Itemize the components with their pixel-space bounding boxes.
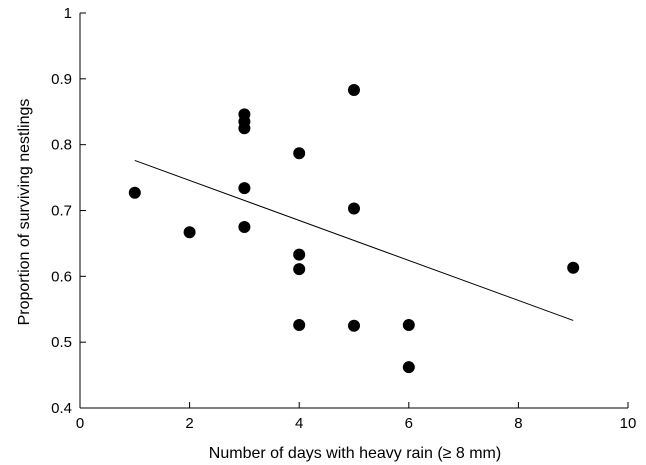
data-point [348, 202, 360, 215]
y-axis-title: Proportion of surviving nestlings [16, 99, 33, 326]
x-axis-title: Number of days with heavy rain (≥ 8 mm) [209, 445, 501, 462]
x-tick-label: 8 [514, 415, 522, 432]
x-tick-label: 10 [620, 415, 637, 432]
y-tick-label: 0.4 [51, 400, 72, 417]
data-point [238, 220, 251, 233]
data-point [567, 261, 580, 274]
data-points [128, 84, 580, 374]
trendline-layer [134, 159, 574, 321]
x-tick-label: 6 [405, 415, 413, 432]
data-point [402, 319, 415, 332]
data-point [128, 186, 141, 199]
trendline [134, 159, 574, 321]
data-point [293, 248, 306, 261]
data-point [402, 361, 415, 374]
y-tick-label: 0.5 [51, 334, 72, 351]
y-tick-label: 0.7 [51, 203, 72, 220]
data-point [238, 122, 251, 135]
data-point [293, 263, 306, 276]
y-tick-label: 0.8 [51, 137, 72, 154]
x-tick-label: 2 [185, 415, 193, 432]
x-tick-label: 4 [295, 415, 303, 432]
x-axis: 0 2 4 6 8 10 [76, 402, 637, 432]
data-point [293, 319, 306, 332]
data-point [348, 319, 360, 332]
data-point [348, 84, 360, 97]
y-tick-label: 0.9 [51, 71, 72, 88]
data-point [293, 147, 306, 160]
y-axis: 0.4 0.5 0.6 0.7 0.8 0.9 1 [51, 5, 86, 417]
data-point [183, 226, 196, 239]
y-tick-label: 1 [64, 5, 72, 22]
data-point [238, 182, 251, 195]
x-tick-label: 0 [76, 415, 84, 432]
y-tick-label: 0.6 [51, 268, 72, 285]
